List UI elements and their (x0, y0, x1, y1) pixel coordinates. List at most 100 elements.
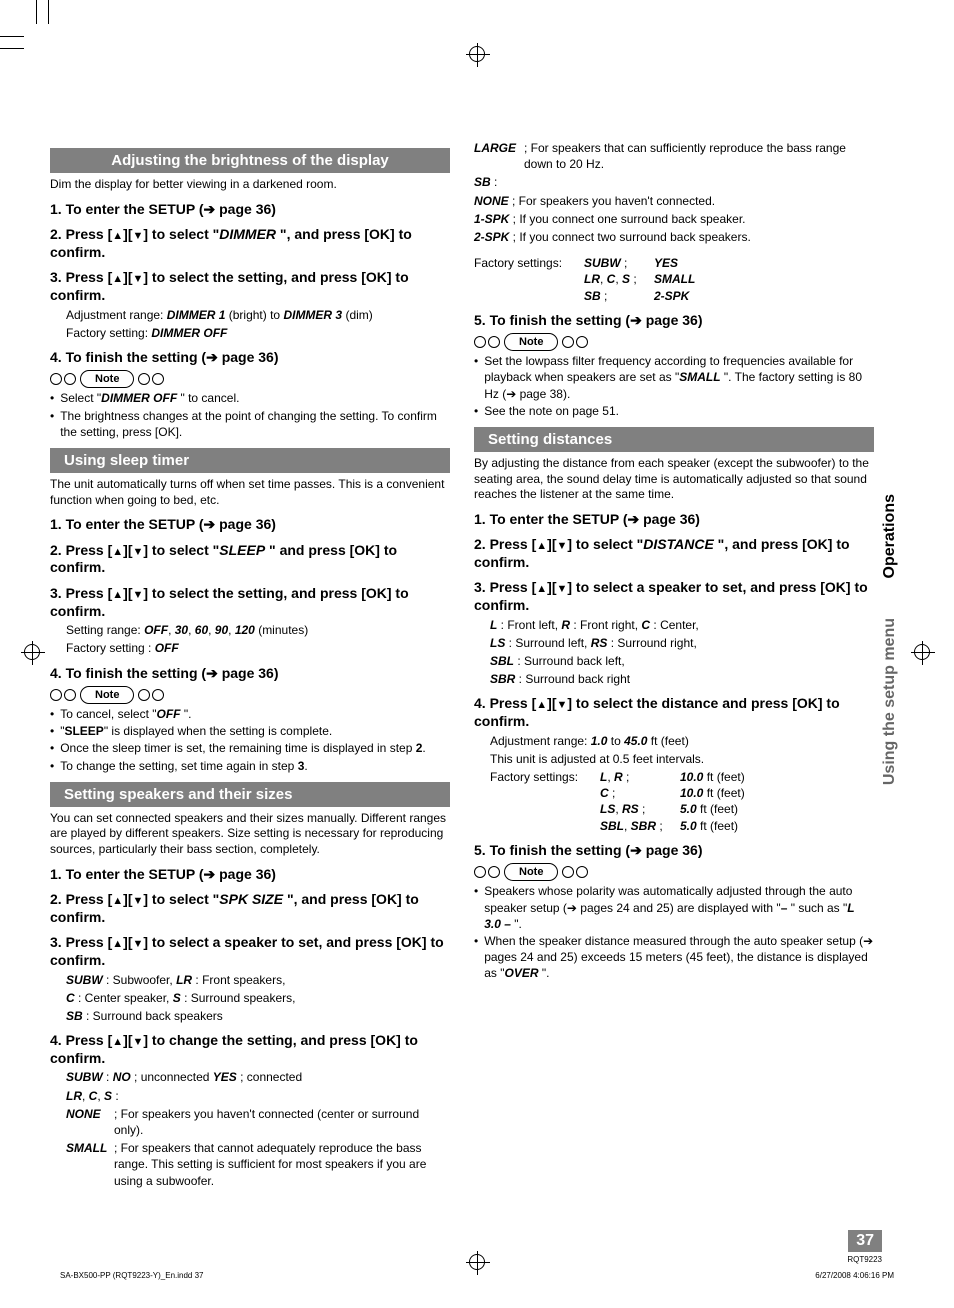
param-name: SLEEP (219, 542, 265, 558)
note-bullet: "SLEEP" is displayed when the setting is… (50, 723, 450, 739)
up-arrow-icon: ▲ (112, 938, 123, 950)
detail-text: ft (feet) (703, 786, 744, 800)
detail-text: ft (feet) (647, 734, 688, 748)
step-text: 3. Press [ (474, 579, 536, 595)
crop-mark-icon (48, 0, 49, 24)
ring-icon (50, 373, 62, 385)
step-detail: LARGE ; For speakers that can sufficient… (474, 140, 874, 172)
param-value: SMALL (654, 272, 695, 286)
ring-icon (474, 866, 486, 878)
down-arrow-icon: ▼ (132, 273, 143, 285)
detail-text: Setting range: (66, 623, 144, 637)
detail-text: , (600, 272, 607, 286)
detail-text: : Surround back left, (514, 654, 625, 668)
param-value: SUBW (584, 256, 621, 270)
detail-text: Factory setting : (66, 641, 155, 655)
step-detail: Adjustment range: 1.0 to 45.0 ft (feet) (490, 733, 874, 749)
bullet-text: See the note on page 51. (484, 403, 874, 419)
note-bullet: See the note on page 51. (474, 403, 874, 419)
step-detail: LS : Surround left, RS : Surround right, (490, 635, 874, 651)
param-value: OFF (144, 623, 168, 637)
bullet-text: " is displayed when the setting is compl… (104, 724, 332, 738)
detail-text: (minutes) (255, 623, 308, 637)
step-detail: NONE ; For speakers you haven't connecte… (474, 193, 874, 209)
step-text: 3. Press [ (50, 269, 112, 285)
step-detail: SB : Surround back speakers (66, 1008, 450, 1024)
detail-text: ; (621, 256, 628, 270)
bullet-text: Select " (60, 391, 101, 405)
ring-icon (576, 336, 588, 348)
up-arrow-icon: ▲ (112, 273, 123, 285)
param-value: R (561, 618, 570, 632)
registration-mark-icon (914, 644, 930, 660)
param-value: S (104, 1089, 112, 1103)
detail-text: Adjustment range: (66, 308, 167, 322)
step-heading: 4. To finish the setting (➔ page 36) (50, 665, 450, 683)
up-arrow-icon: ▲ (536, 699, 547, 711)
param-value: SBL (490, 654, 514, 668)
step-text: 2. Press [ (50, 226, 112, 242)
detail-text: , (82, 1089, 89, 1103)
note-badge: Note (504, 863, 558, 881)
down-arrow-icon: ▼ (556, 583, 567, 595)
note-row: Note (50, 370, 450, 388)
detail-text: : (491, 175, 498, 189)
detail-text: : Surround speakers, (181, 991, 296, 1005)
step-heading: 5. To finish the setting (➔ page 36) (474, 312, 874, 330)
down-arrow-icon: ▼ (132, 230, 143, 242)
step-heading: 1. To enter the SETUP (➔ page 36) (50, 201, 450, 219)
param-value: 30 (175, 623, 188, 637)
step-heading: 2. Press [▲][▼] to select "DISTANCE ", a… (474, 536, 874, 571)
detail-text: , (208, 623, 215, 637)
step-heading: 4. Press [▲][▼] to select the distance a… (474, 695, 874, 730)
step-detail: SB : (474, 174, 874, 190)
detail-text: : Surround right, (607, 636, 696, 650)
step-detail: Adjustment range: DIMMER 1 (bright) to D… (66, 307, 450, 323)
step-heading: 1. To enter the SETUP (➔ page 36) (50, 516, 450, 534)
param-value: RS (591, 636, 608, 650)
detail-text: ; For speakers you haven't connected. (509, 194, 715, 208)
note-row: Note (474, 333, 874, 351)
param-value: SB (584, 289, 601, 303)
up-arrow-icon: ▲ (536, 540, 547, 552)
param-value: C (641, 618, 650, 632)
param-value: LARGE (474, 140, 524, 172)
step-heading: 2. Press [▲][▼] to select "SPK SIZE ", a… (50, 891, 450, 926)
section-heading: Setting speakers and their sizes (50, 782, 450, 807)
param-value: S (622, 272, 630, 286)
param-value: LR (176, 973, 192, 987)
detail-text: ft (feet) (697, 802, 738, 816)
param-value: SBR (631, 819, 656, 833)
detail-text: ; (623, 770, 630, 784)
left-column: Adjusting the brightness of the display … (50, 140, 450, 1191)
step-text: ] to select " (143, 226, 219, 242)
param-value: NO (113, 1070, 131, 1084)
step-heading: 3. Press [▲][▼] to select the setting, a… (50, 269, 450, 304)
step-text: 4. Press [ (474, 695, 536, 711)
tab-setup-menu: Using the setup menu (878, 604, 902, 799)
param-value: 10.0 (680, 786, 703, 800)
step-heading: 4. To finish the setting (➔ page 36) (50, 349, 450, 367)
step-detail: This unit is adjusted at 0.5 feet interv… (490, 751, 874, 767)
table-label: Factory settings: (474, 255, 584, 271)
param-value: 2-SPK (654, 289, 689, 303)
step-text: 4. Press [ (50, 1032, 112, 1048)
crop-mark-icon (0, 48, 24, 49)
param-value: OFF (157, 707, 181, 721)
note-bullet: The brightness changes at the point of c… (50, 408, 450, 440)
step-heading: 1. To enter the SETUP (➔ page 36) (474, 511, 874, 529)
param-value: LR (584, 272, 600, 286)
note-bullet: Once the sleep timer is set, the remaini… (50, 740, 450, 756)
factory-settings-table: Factory settings: SUBW ; YES LR, C, S ; … (474, 255, 874, 304)
section-heading: Adjusting the brightness of the display (50, 148, 450, 173)
param-value: SB (66, 1009, 83, 1023)
note-row: Note (474, 863, 874, 881)
table-label: Factory settings: (490, 769, 600, 785)
step-detail: NONE ; For speakers you haven't connecte… (66, 1106, 450, 1138)
detail-text: , (615, 272, 622, 286)
detail-text: Factory setting: (66, 326, 151, 340)
down-arrow-icon: ▼ (132, 1036, 143, 1048)
ring-icon (576, 866, 588, 878)
section-intro: The unit automatically turns off when se… (50, 477, 450, 508)
detail-text: : Center speaker, (75, 991, 173, 1005)
